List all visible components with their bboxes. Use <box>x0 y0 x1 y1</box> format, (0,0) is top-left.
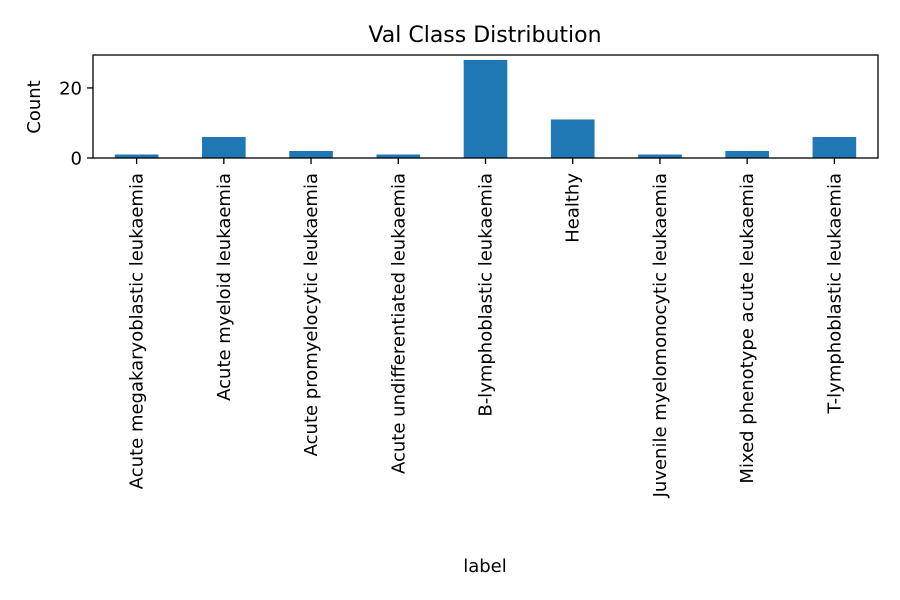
bar-3 <box>376 154 421 158</box>
x-tick-label-0: Acute megakaryoblastic leukaemia <box>127 173 148 489</box>
y-axis-label: Count <box>24 80 45 133</box>
x-axis-label: label <box>463 556 507 577</box>
y-tick-label-1: 20 <box>59 78 82 99</box>
x-tick-label-6: Juvenile myelomonocytic leukaemia <box>650 173 671 498</box>
y-axis: 0 20 <box>59 78 93 170</box>
bar-5 <box>550 119 595 158</box>
x-tick-label-7: Mixed phenotype acute leukaemia <box>737 173 758 484</box>
bar-0 <box>114 154 159 158</box>
bar-1 <box>202 136 246 158</box>
x-axis: Acute megakaryoblastic leukaemia Acute my… <box>127 158 845 498</box>
x-tick-label-1: Acute myeloid leukaemia <box>214 173 235 401</box>
x-tick-label-8: T-lymphoblastic leukaemia <box>824 173 845 415</box>
bars-group <box>114 59 857 158</box>
x-tick-label-3: Acute undifferentiated leukaemia <box>388 173 409 474</box>
bar-2 <box>289 150 333 158</box>
chart-title: Val Class Distribution <box>368 23 601 48</box>
bar-4 <box>463 59 508 158</box>
x-tick-label-5: Healthy <box>563 173 584 243</box>
x-tick-label-4: B-lymphoblastic leukaemia <box>476 173 497 417</box>
x-tick-label-2: Acute promyelocytic leukaemia <box>301 173 322 456</box>
bar-7 <box>725 150 769 158</box>
bar-8 <box>812 136 857 158</box>
y-tick-label-0: 0 <box>71 149 82 170</box>
bar-6 <box>638 154 682 158</box>
